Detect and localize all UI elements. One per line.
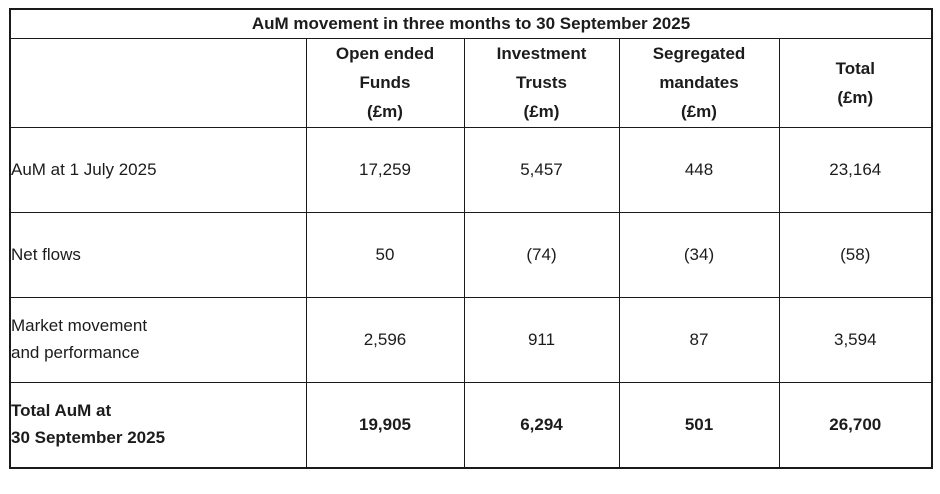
cell-total: 3,594	[778, 296, 933, 383]
cell-segregated-mandates: 87	[618, 296, 780, 383]
header-row: Open ended Funds (£m) Investment Trusts …	[9, 38, 933, 128]
cell-segregated-mandates: 501	[618, 381, 780, 469]
table-row-aum-1-july: AuM at 1 July 2025 17,259 5,457 448 23,1…	[9, 126, 933, 213]
cell-segregated-mandates: (34)	[618, 211, 780, 298]
table-row-total-aum: Total AuM at 30 September 2025 19,905 6,…	[9, 381, 933, 469]
cell-investment-trusts: 6,294	[463, 381, 620, 469]
table-row-market-movement: Market movement and performance 2,596 91…	[9, 296, 933, 383]
cell-total: 23,164	[778, 126, 933, 213]
title-row: AuM movement in three months to 30 Septe…	[9, 8, 933, 39]
header-total: Total (£m)	[778, 38, 933, 128]
cell-open-ended-funds: 50	[305, 211, 465, 298]
row-label: Total AuM at 30 September 2025	[9, 381, 307, 469]
cell-total: (58)	[778, 211, 933, 298]
cell-open-ended-funds: 19,905	[305, 381, 465, 469]
row-label: Market movement and performance	[9, 296, 307, 383]
table-row-net-flows: Net flows 50 (74) (34) (58)	[9, 211, 933, 298]
cell-investment-trusts: 911	[463, 296, 620, 383]
header-segregated-mandates: Segregated mandates (£m)	[618, 38, 780, 128]
cell-open-ended-funds: 17,259	[305, 126, 465, 213]
cell-total: 26,700	[778, 381, 933, 469]
aum-movement-table: AuM movement in three months to 30 Septe…	[9, 8, 934, 469]
cell-segregated-mandates: 448	[618, 126, 780, 213]
table-title: AuM movement in three months to 30 Septe…	[9, 8, 933, 39]
cell-investment-trusts: 5,457	[463, 126, 620, 213]
header-open-ended-funds: Open ended Funds (£m)	[305, 38, 465, 128]
header-row-label-empty	[9, 38, 307, 128]
row-label: AuM at 1 July 2025	[9, 126, 307, 213]
cell-investment-trusts: (74)	[463, 211, 620, 298]
cell-open-ended-funds: 2,596	[305, 296, 465, 383]
header-investment-trusts: Investment Trusts (£m)	[463, 38, 620, 128]
row-label: Net flows	[9, 211, 307, 298]
